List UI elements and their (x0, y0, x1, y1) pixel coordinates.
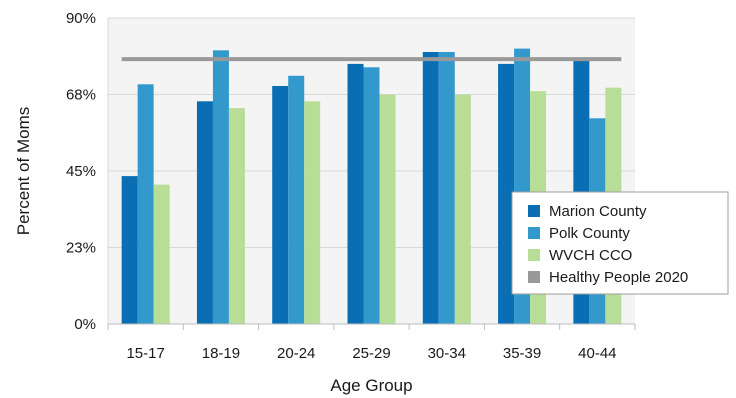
legend-label: Healthy People 2020 (549, 269, 688, 286)
x-tick-label: 30-34 (428, 345, 466, 362)
x-tick-label: 15-17 (126, 345, 164, 362)
legend-swatch (528, 227, 540, 239)
bar-marion-county (498, 63, 515, 325)
x-tick-label: 25-29 (352, 345, 390, 362)
legend-swatch (528, 205, 540, 217)
legend-box (511, 191, 729, 295)
legend-label: Polk County (549, 225, 630, 242)
axes: 0% 23% 45% 68% 90% 15-17 18-19 20-24 25-29 30-34 3… (66, 10, 636, 362)
bar-wvch-cco (454, 94, 471, 324)
bar-polk-county (363, 67, 380, 325)
y-tick-label: 45% (66, 163, 96, 180)
bar-wvch-cco (304, 101, 321, 324)
bar-wvch-cco (153, 184, 170, 324)
bars (121, 48, 622, 325)
legend-swatch (528, 271, 540, 283)
bar-wvch-cco (379, 94, 396, 324)
bar-marion-county (347, 63, 364, 325)
x-tick-label: 18-19 (202, 345, 240, 362)
bar-marion-county (272, 86, 289, 324)
x-tick-label: 40-44 (578, 345, 616, 362)
y-tick-label: 23% (66, 240, 96, 257)
legend-swatch (528, 249, 540, 261)
x-tick-label: 35-39 (503, 345, 541, 362)
x-tick-label: 20-24 (277, 345, 315, 362)
y-tick-label: 0% (74, 316, 96, 333)
y-tick-label: 90% (66, 10, 96, 27)
bar-polk-county (288, 75, 305, 324)
bar-polk-county (438, 52, 455, 324)
y-axis-title: Percent of Moms (14, 107, 33, 236)
bar-marion-county (121, 176, 138, 324)
legend-label: Marion County (549, 203, 647, 220)
bar-marion-county (422, 52, 439, 324)
legend-label: WVCH CCO (549, 247, 632, 264)
bar-polk-county (137, 84, 154, 324)
x-axis-title: Age Group (330, 376, 412, 395)
bar-wvch-cco (228, 108, 245, 324)
bar-marion-county (196, 101, 213, 324)
y-tick-label: 68% (66, 87, 96, 104)
legend: Marion County Polk County WVCH CCO Healthy … (511, 191, 729, 295)
bar-polk-county (212, 50, 229, 325)
